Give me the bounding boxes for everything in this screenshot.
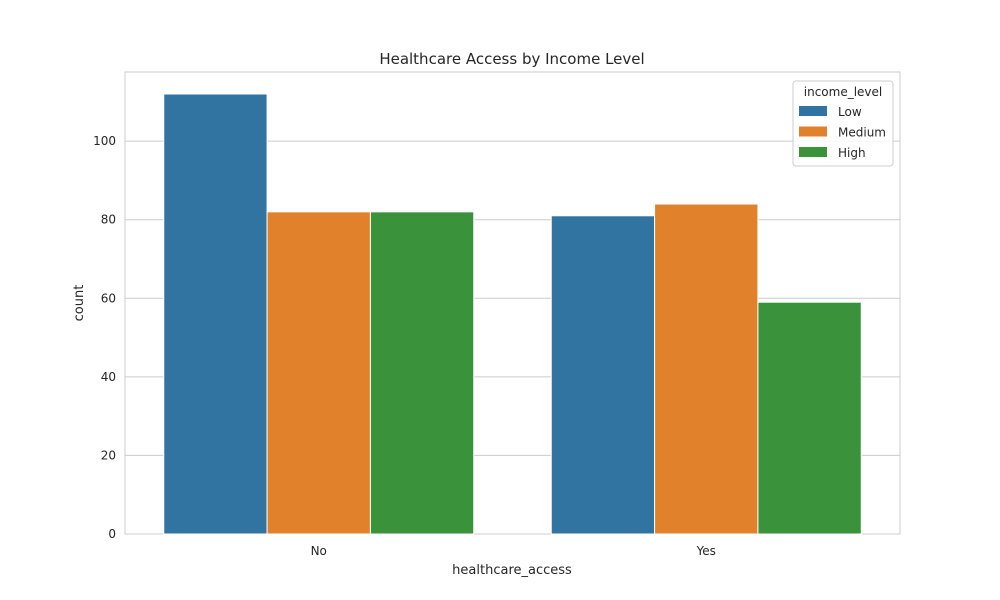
bar-no-medium [266,211,371,535]
legend-label-medium: Medium [838,126,886,140]
y-tick-label: 80 [101,213,116,227]
x-tick-labels: No Yes [311,544,716,558]
legend-box [792,80,894,167]
legend-swatch-high [799,147,827,157]
bar-no-low [163,93,268,535]
y-axis-label: count [72,285,87,322]
y-tick-label: 60 [101,291,116,305]
legend-items: Low Medium High [799,105,886,160]
bars [163,93,862,535]
legend-swatch-low [799,106,827,116]
legend-swatch-medium [799,126,827,137]
legend-label-low: Low [838,105,862,119]
bar-no-high [369,211,475,535]
y-tick-label: 0 [108,527,116,541]
bar-yes-medium [654,203,759,535]
chart-title: Healthcare Access by Income Level [379,50,644,68]
y-tick-label: 20 [101,448,116,462]
x-tick-label: No [311,544,327,558]
x-axis-label: healthcare_access [452,563,572,578]
legend: income_level Low Medium High [792,80,894,167]
y-tick-labels: 0 20 40 60 80 100 [93,134,116,541]
bar-yes-low [550,215,656,535]
y-tick-label: 40 [101,370,116,384]
legend-label-high: High [838,146,866,160]
bar-yes-high [757,301,862,535]
legend-title: income_level [804,85,883,99]
y-tick-label: 100 [93,134,116,148]
x-tick-label: Yes [696,544,716,558]
